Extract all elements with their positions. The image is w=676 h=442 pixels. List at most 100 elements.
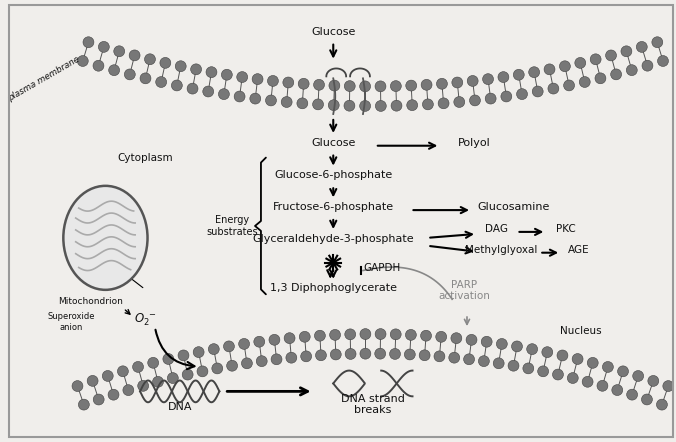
Circle shape xyxy=(234,91,245,102)
Text: DAG: DAG xyxy=(485,224,508,234)
Circle shape xyxy=(481,336,492,347)
Circle shape xyxy=(391,80,402,91)
Circle shape xyxy=(360,348,371,359)
Circle shape xyxy=(93,394,104,405)
Circle shape xyxy=(407,100,418,110)
Circle shape xyxy=(493,358,504,369)
Circle shape xyxy=(529,67,539,78)
Circle shape xyxy=(621,46,632,57)
Circle shape xyxy=(345,348,356,359)
Circle shape xyxy=(595,73,606,84)
Circle shape xyxy=(633,370,644,381)
Text: Glucose-6-phosphate: Glucose-6-phosphate xyxy=(274,171,392,180)
Circle shape xyxy=(560,61,571,72)
Circle shape xyxy=(297,98,308,109)
Circle shape xyxy=(252,74,263,84)
Circle shape xyxy=(266,95,276,106)
Circle shape xyxy=(389,348,400,359)
Circle shape xyxy=(437,78,448,89)
Circle shape xyxy=(316,350,327,361)
Circle shape xyxy=(548,83,559,94)
Circle shape xyxy=(250,93,261,104)
Circle shape xyxy=(187,83,198,94)
Circle shape xyxy=(485,93,496,104)
Circle shape xyxy=(597,381,608,391)
Text: Methylglyoxal: Methylglyoxal xyxy=(466,245,538,255)
Circle shape xyxy=(206,67,217,78)
Circle shape xyxy=(138,381,149,391)
Circle shape xyxy=(642,60,653,71)
Circle shape xyxy=(470,95,481,106)
Circle shape xyxy=(193,347,204,358)
Circle shape xyxy=(360,328,371,339)
Circle shape xyxy=(501,91,512,102)
Circle shape xyxy=(203,86,214,97)
Circle shape xyxy=(93,60,104,71)
Circle shape xyxy=(375,328,386,339)
Circle shape xyxy=(572,354,583,365)
Circle shape xyxy=(191,64,201,75)
Circle shape xyxy=(102,370,113,381)
Circle shape xyxy=(155,76,166,88)
Circle shape xyxy=(299,332,310,342)
Circle shape xyxy=(406,80,416,91)
Circle shape xyxy=(118,366,128,377)
Circle shape xyxy=(241,358,252,369)
Circle shape xyxy=(175,61,186,72)
Circle shape xyxy=(239,339,249,349)
Text: DNA: DNA xyxy=(168,402,192,412)
Circle shape xyxy=(391,100,402,111)
Circle shape xyxy=(449,352,460,363)
Circle shape xyxy=(221,69,233,80)
Circle shape xyxy=(360,100,370,111)
Circle shape xyxy=(77,56,89,66)
Text: Glyceraldehyde-3-phosphate: Glyceraldehyde-3-phosphate xyxy=(252,234,414,244)
Circle shape xyxy=(544,64,555,75)
Circle shape xyxy=(344,100,355,111)
Circle shape xyxy=(582,376,593,387)
Text: Glucose: Glucose xyxy=(311,27,356,37)
Text: plasma membrane: plasma membrane xyxy=(7,55,81,103)
Text: Glucosamine: Glucosamine xyxy=(477,202,550,212)
Text: $O_2^{\ -}$: $O_2^{\ -}$ xyxy=(134,311,156,328)
Circle shape xyxy=(72,381,83,392)
Circle shape xyxy=(109,65,120,76)
Circle shape xyxy=(498,72,509,83)
Circle shape xyxy=(575,57,585,69)
Circle shape xyxy=(656,399,667,410)
Circle shape xyxy=(344,80,355,91)
Circle shape xyxy=(590,54,601,65)
Circle shape xyxy=(567,373,578,384)
Circle shape xyxy=(284,333,295,343)
Circle shape xyxy=(87,375,98,386)
Circle shape xyxy=(114,46,124,57)
Circle shape xyxy=(606,50,617,61)
Circle shape xyxy=(422,99,433,110)
Circle shape xyxy=(163,354,174,364)
Circle shape xyxy=(345,329,356,340)
Circle shape xyxy=(516,89,527,99)
Circle shape xyxy=(160,57,171,69)
Circle shape xyxy=(419,350,430,361)
Circle shape xyxy=(281,96,292,107)
Circle shape xyxy=(99,42,110,52)
Circle shape xyxy=(612,385,623,396)
Circle shape xyxy=(314,80,324,90)
Circle shape xyxy=(658,56,669,66)
Circle shape xyxy=(420,330,431,341)
Text: PARP
activation: PARP activation xyxy=(438,280,490,301)
Circle shape xyxy=(434,351,445,362)
Circle shape xyxy=(83,37,94,48)
Circle shape xyxy=(124,69,135,80)
Circle shape xyxy=(421,80,432,90)
Circle shape xyxy=(224,341,235,352)
Circle shape xyxy=(610,69,621,80)
Ellipse shape xyxy=(64,186,147,290)
Circle shape xyxy=(587,358,598,368)
Circle shape xyxy=(627,65,637,76)
Circle shape xyxy=(312,99,324,110)
Circle shape xyxy=(438,98,449,109)
Circle shape xyxy=(436,332,447,342)
Circle shape xyxy=(183,369,193,380)
Circle shape xyxy=(153,377,164,387)
